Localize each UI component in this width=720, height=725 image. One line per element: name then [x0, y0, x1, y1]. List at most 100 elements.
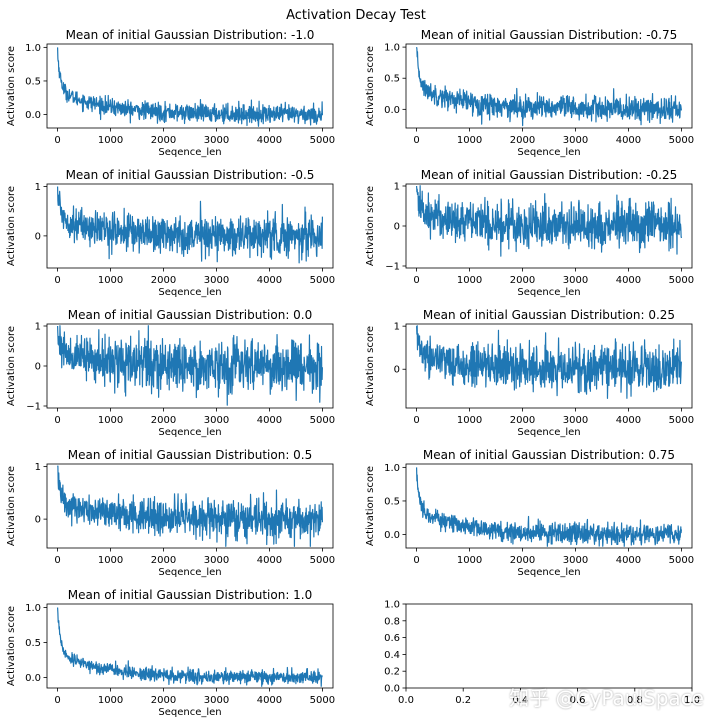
x-tick-label: 0	[54, 415, 60, 426]
axes-frame	[46, 603, 334, 689]
subplot-title: Mean of initial Gaussian Distribution: 0…	[423, 308, 675, 322]
y-tick-label: 1.0	[384, 43, 400, 54]
x-tick-label: 0	[54, 275, 60, 286]
subplot-title: Mean of initial Gaussian Distribution: 1…	[68, 588, 313, 602]
axes-frame	[46, 43, 334, 129]
subplot-title: Mean of initial Gaussian Distribution: 0…	[68, 308, 313, 322]
x-tick-label: 0	[54, 555, 60, 566]
y-axis-label: Activation score	[6, 466, 17, 546]
x-tick-label: 2000	[151, 415, 176, 426]
x-tick-label: 4000	[257, 695, 282, 706]
x-tick-label: 2000	[151, 555, 176, 566]
axes-frame	[46, 463, 334, 549]
y-tick-label: 0.5	[384, 496, 400, 507]
series-line	[415, 185, 683, 257]
x-tick-label: 5000	[669, 275, 694, 286]
y-tick-label: 0	[35, 231, 41, 242]
x-tick-label: 0.8	[627, 695, 643, 706]
x-tick-label: 4000	[616, 135, 641, 146]
x-tick-label: 0.4	[512, 695, 528, 706]
y-axis-label: Activation score	[6, 46, 17, 126]
series-line	[415, 47, 683, 127]
figure-title: Activation Decay Test	[286, 8, 426, 23]
series-line	[56, 186, 324, 264]
x-tick-label: 3000	[204, 555, 229, 566]
y-tick-label: 0	[35, 362, 41, 373]
y-axis-label: Activation score	[6, 606, 17, 686]
x-tick-label: 4000	[257, 135, 282, 146]
x-tick-label: 5000	[669, 135, 694, 146]
series-line	[57, 465, 324, 547]
subplot-6: 0 1000 2000 3000 4000 5000 0 1 Mean of initial G…	[365, 308, 694, 438]
subplot-8: 0 1000 2000 3000 4000 5000 0.0 0.5 1.0 Mean of in…	[365, 448, 694, 578]
series-line	[56, 47, 324, 127]
y-tick-label: 1	[35, 322, 41, 333]
x-tick-label: 3000	[204, 415, 229, 426]
series-line	[56, 325, 324, 406]
y-axis-label: Activation score	[365, 326, 376, 406]
x-tick-label: 3000	[563, 275, 588, 286]
x-tick-label: 2000	[510, 135, 535, 146]
y-axis-label: Activation score	[6, 326, 17, 406]
y-tick-label: 1	[35, 462, 41, 473]
subplot-title: Mean of initial Gaussian Distribution: -…	[421, 28, 678, 42]
y-tick-label: 1.0	[25, 43, 41, 54]
y-tick-label: 0	[35, 515, 41, 526]
series-line	[56, 607, 323, 687]
x-tick-label: 2000	[151, 135, 176, 146]
axes-frame	[405, 323, 693, 409]
x-tick-label: 1000	[98, 135, 123, 146]
subplot-2: 0 1000 2000 3000 4000 5000 0.0 0.5 1.0 Mean of in…	[365, 28, 694, 158]
y-tick-label: −1	[26, 402, 41, 413]
y-tick-label: 0.5	[25, 76, 41, 87]
x-tick-label: 5000	[310, 135, 335, 146]
x-tick-label: 5000	[310, 695, 335, 706]
series-line	[415, 325, 683, 399]
y-tick-label: −1	[385, 262, 400, 273]
y-tick-label: 1.0	[384, 600, 400, 611]
x-tick-label: 1000	[98, 275, 123, 286]
y-tick-label: 0.5	[25, 638, 41, 649]
x-tick-label: 3000	[563, 555, 588, 566]
subplot-title: Mean of initial Gaussian Distribution: -…	[66, 168, 315, 182]
x-tick-label: 0	[413, 415, 419, 426]
x-tick-label: 5000	[310, 415, 335, 426]
y-tick-label: 0.0	[384, 684, 400, 695]
x-axis-label: Seqence_len	[158, 707, 221, 718]
y-tick-label: 0.0	[25, 110, 41, 121]
x-tick-label: 0	[54, 135, 60, 146]
x-axis-label: Seqence_len	[158, 427, 221, 438]
x-tick-label: 1000	[98, 555, 123, 566]
x-tick-label: 4000	[616, 415, 641, 426]
y-axis-label: Activation score	[365, 46, 376, 126]
axes-frame	[405, 603, 693, 689]
x-tick-label: 3000	[563, 415, 588, 426]
y-axis-label: Activation score	[365, 186, 376, 266]
x-axis-label: Seqence_len	[158, 287, 221, 298]
subplot-1: 0 1000 2000 3000 4000 5000 0.0 0.5 1.0 Mean of in…	[6, 28, 335, 158]
y-tick-label: 1	[394, 322, 400, 333]
x-tick-label: 4000	[616, 275, 641, 286]
y-tick-label: 0	[394, 222, 400, 233]
y-tick-label: 0.2	[384, 667, 400, 678]
y-tick-label: 0.8	[384, 616, 400, 627]
x-tick-label: 2000	[151, 275, 176, 286]
y-tick-label: 0	[394, 365, 400, 376]
x-tick-label: 3000	[204, 695, 229, 706]
x-tick-label: 0.6	[570, 695, 586, 706]
x-tick-label: 5000	[310, 275, 335, 286]
x-tick-label: 4000	[616, 555, 641, 566]
x-tick-label: 5000	[669, 555, 694, 566]
axes-frame	[46, 183, 334, 269]
y-tick-label: 1.0	[384, 463, 400, 474]
y-tick-label: 1	[35, 182, 41, 193]
x-axis-label: Seqence_len	[517, 287, 580, 298]
series-line	[415, 467, 683, 547]
x-tick-label: 3000	[563, 135, 588, 146]
watermark: 知乎 @CyPaulSpace	[509, 686, 704, 710]
x-tick-label: 1000	[457, 555, 482, 566]
subplot-title: Mean of initial Gaussian Distribution: 0…	[68, 448, 313, 462]
x-tick-label: 2000	[151, 695, 176, 706]
